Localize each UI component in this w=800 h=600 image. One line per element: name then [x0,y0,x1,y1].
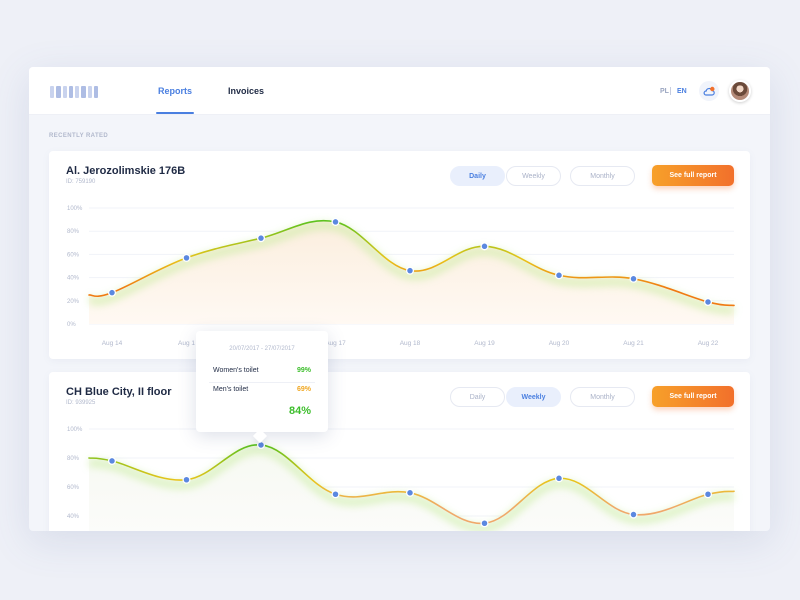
card-title: CH Blue City, II floor [66,386,172,398]
cloud-alert-icon [703,86,715,96]
x-tick-label: Aug 21 [623,340,644,347]
line-glow [88,445,735,531]
data-point[interactable] [405,266,415,275]
tooltip-total: 84% [288,405,311,417]
period-monthly[interactable]: Monthly [570,387,635,407]
report-card: 40% 60% 80% 100% CH Blue City, II floor ID:… [49,372,750,531]
data-point[interactable] [331,490,340,499]
x-tick-label: Aug 1 [178,340,195,347]
period-daily[interactable]: Daily [450,387,505,407]
data-point[interactable] [107,288,117,297]
period-weekly[interactable]: Weekly [506,166,561,186]
report-card: 0% 20% 40% 60% 80% 100% Aug 14 Aug 1 Aug 17 Aug … [49,151,750,359]
data-point[interactable] [703,490,713,499]
data-point[interactable] [182,253,191,262]
divider [209,382,315,383]
tooltip-row-label: Women's toilet [213,367,259,374]
period-weekly[interactable]: Weekly [506,387,561,407]
tab-invoices[interactable]: Invoices [228,86,265,96]
area-fill [89,444,734,531]
tab-reports[interactable]: Reports [155,86,195,114]
tooltip-row-value: 69% [296,386,311,393]
data-point[interactable] [480,519,489,528]
y-tick-label: 100% [67,206,83,212]
language-pl[interactable]: PL [660,88,669,95]
avatar[interactable] [729,80,751,102]
line-glow [88,221,735,315]
x-tick-label: Aug 20 [549,340,570,347]
y-tick-label: 0% [67,322,76,328]
x-tick-label: Aug 18 [400,340,421,347]
period-daily[interactable]: Daily [450,166,505,186]
language-en[interactable]: EN [677,88,687,95]
notifications-button[interactable] [699,81,719,101]
x-tick-label: Aug 19 [474,340,495,347]
line-chart: 0% 20% 40% 60% 80% 100% Aug 14 Aug 1 Aug 17 Aug … [67,206,735,347]
data-point[interactable] [182,475,191,484]
tooltip-date-range: 20/07/2017 - 27/07/2017 [229,346,295,352]
tooltip-row: Men's toilet 69% [213,386,311,393]
card-title: Al. Jerozolimskie 176B [66,165,186,177]
see-full-report-button[interactable]: See full report [652,165,734,186]
tooltip-row: Women's toilet 99% [213,367,311,374]
data-point[interactable] [703,297,713,307]
y-tick-label: 80% [67,229,80,235]
x-tick-label: Aug 14 [102,340,123,347]
y-tick-label: 60% [67,252,80,258]
data-point[interactable] [107,456,117,465]
period-monthly[interactable]: Monthly [570,166,635,186]
tooltip-row-value: 99% [296,367,311,374]
y-tick-label: 20% [67,299,80,305]
top-bar: Reports Invoices PL EN [29,67,770,115]
y-tick-label: 40% [67,276,80,282]
chart-tooltip: 20/07/2017 - 27/07/2017 Women's toilet 9… [196,331,328,432]
dashboard-window: Reports Invoices PL EN RECENTLY RATED [29,67,770,531]
x-tick-label: Aug 17 [325,340,346,347]
see-full-report-button[interactable]: See full report [652,386,734,407]
logo[interactable] [50,86,98,98]
x-tick-label: Aug 22 [698,340,719,347]
y-tick-label: 80% [67,456,80,462]
data-point[interactable] [629,274,638,283]
data-point[interactable] [405,488,415,497]
y-tick-label: 100% [67,427,83,433]
data-point[interactable] [629,510,638,519]
y-tick-label: 40% [67,514,80,520]
data-point[interactable] [480,242,489,251]
data-point[interactable] [554,271,564,280]
section-label: RECENTLY RATED [49,133,109,139]
data-point[interactable] [331,217,340,226]
data-point[interactable] [256,234,266,243]
y-tick-label: 60% [67,485,80,491]
card-id: ID: 759190 [66,179,96,185]
data-point[interactable] [554,474,564,483]
tooltip-row-label: Men's toilet [213,386,249,393]
card-id: ID: 939925 [66,400,96,406]
language-separator [670,87,671,95]
